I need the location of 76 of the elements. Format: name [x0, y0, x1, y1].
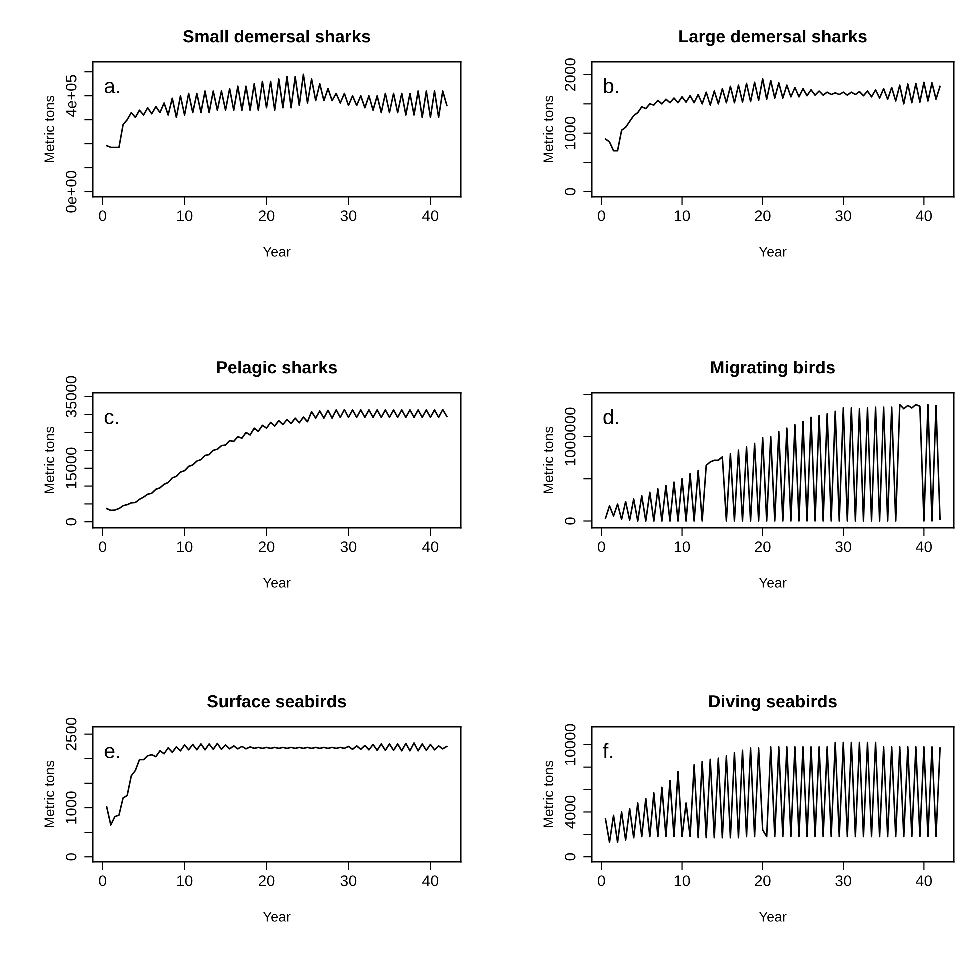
line-series — [106, 409, 448, 512]
y-axis-title: Metric tons — [543, 761, 554, 828]
y-tick-label: 0 — [564, 188, 576, 196]
annotation: a. — [104, 82, 120, 94]
annotation: d. — [604, 409, 618, 425]
y-tick-label: 1000000 — [564, 408, 576, 466]
y-tick-label: 35000 — [66, 376, 77, 418]
annotation: c. — [104, 413, 118, 425]
x-tick-label: 10 — [674, 876, 690, 886]
x-tick-label: 20 — [259, 876, 275, 886]
y-tick-label: 0 — [66, 853, 77, 861]
y-tick-label: 0 — [564, 853, 576, 861]
x-tick-label: 30 — [340, 876, 357, 886]
y-tick-label: 4e+05 — [66, 75, 77, 118]
x-tick-label: 40 — [916, 542, 932, 552]
x-axis-title: Year — [759, 912, 787, 922]
x-tick-label: 30 — [836, 210, 852, 222]
annotation: f. — [603, 743, 613, 758]
x-tick-label: 20 — [755, 542, 771, 552]
x-tick-label: 10 — [177, 542, 193, 552]
x-tick-label: 20 — [755, 876, 771, 886]
x-axis-title: Year — [263, 578, 291, 588]
x-tick-label: 30 — [836, 876, 852, 886]
y-axis-title: Metric tons — [44, 96, 54, 162]
x-tick-label: 10 — [177, 210, 193, 222]
y-axis-title: Metric tons — [543, 427, 554, 494]
x-axis-title: Year — [263, 247, 291, 257]
line-series — [604, 742, 942, 844]
y-tick-label: 0 — [66, 518, 77, 526]
y-axis-title: Metric tons — [44, 427, 54, 494]
y-tick-label: 10000 — [564, 724, 576, 766]
annotation: e. — [104, 747, 120, 759]
line-series — [106, 74, 448, 148]
annotation: b. — [604, 78, 618, 94]
x-tick-label: 0 — [598, 876, 606, 886]
x-tick-label: 10 — [177, 876, 193, 886]
x-tick-label: 20 — [259, 542, 275, 552]
y-tick-label: 1000 — [66, 792, 77, 824]
y-tick-label: 4000 — [564, 796, 576, 829]
chart-title: Large demersal sharks — [680, 30, 867, 46]
x-tick-label: 0 — [598, 542, 606, 552]
x-axis-title: Year — [263, 912, 291, 922]
x-tick-label: 20 — [755, 210, 771, 222]
chart-title: Surface seabirds — [208, 694, 346, 708]
x-tick-label: 0 — [99, 210, 106, 222]
x-axis-title: Year — [759, 578, 787, 588]
x-tick-label: 10 — [674, 210, 690, 222]
y-tick-label: 0e+00 — [66, 171, 77, 213]
y-tick-label: 0 — [564, 518, 576, 525]
x-tick-label: 0 — [598, 210, 606, 222]
y-tick-label: 2000 — [564, 58, 576, 92]
x-tick-label: 40 — [422, 210, 439, 222]
y-tick-label: 2500 — [66, 718, 77, 751]
y-tick-label: 15000 — [66, 448, 77, 489]
x-tick-label: 40 — [422, 542, 439, 552]
x-tick-label: 20 — [259, 210, 275, 222]
x-tick-label: 40 — [422, 876, 439, 886]
x-tick-label: 40 — [916, 876, 932, 886]
chart-title: Pelagic sharks — [217, 360, 338, 378]
x-tick-label: 10 — [674, 542, 690, 552]
x-tick-label: 30 — [836, 542, 852, 552]
x-tick-label: 30 — [340, 542, 357, 552]
x-tick-label: 0 — [99, 542, 106, 552]
line-series — [604, 78, 942, 152]
x-tick-label: 40 — [916, 210, 932, 222]
chart-title: Small demersal sharks — [183, 30, 370, 43]
x-tick-label: 30 — [340, 210, 357, 222]
x-axis-title: Year — [759, 247, 787, 257]
y-axis-title: Metric tons — [543, 96, 554, 162]
y-tick-label: 1000 — [564, 116, 576, 150]
y-axis-title: Metric tons — [44, 761, 54, 828]
chart-title: Migrating birds — [711, 360, 835, 378]
chart-title: Diving seabirds — [710, 694, 837, 712]
line-series — [106, 742, 448, 826]
x-tick-label: 0 — [99, 876, 106, 886]
line-series — [604, 404, 942, 522]
